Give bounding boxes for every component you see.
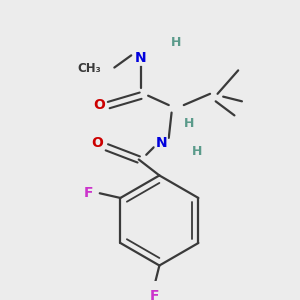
Text: CH₃: CH₃ bbox=[77, 62, 101, 75]
Text: H: H bbox=[184, 117, 195, 130]
Text: F: F bbox=[84, 186, 93, 200]
Text: O: O bbox=[92, 136, 104, 150]
Text: N: N bbox=[135, 51, 146, 65]
Text: H: H bbox=[192, 146, 202, 158]
Text: F: F bbox=[150, 289, 159, 300]
Text: O: O bbox=[93, 98, 105, 112]
Text: H: H bbox=[171, 36, 181, 49]
Text: N: N bbox=[155, 136, 167, 150]
